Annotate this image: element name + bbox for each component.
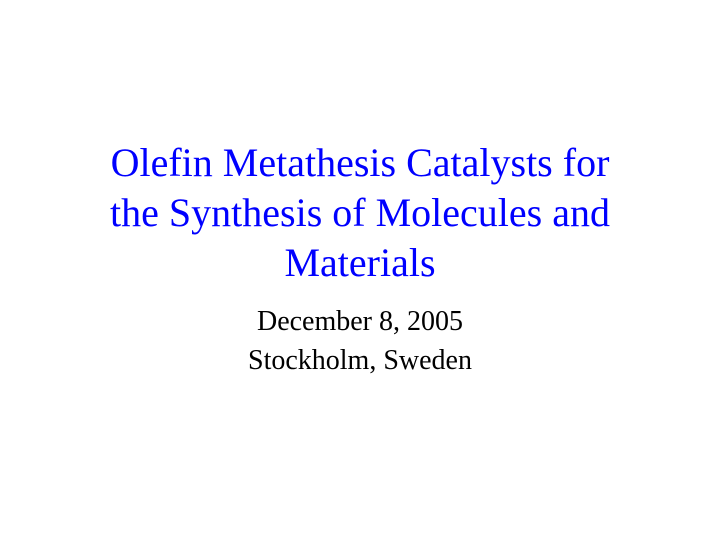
title-line-3: Materials [110,238,610,288]
slide-title: Olefin Metathesis Catalysts for the Synt… [110,138,610,288]
slide-location: Stockholm, Sweden [248,341,472,380]
title-line-2: the Synthesis of Molecules and [110,188,610,238]
title-line-1: Olefin Metathesis Catalysts for [110,138,610,188]
slide-subtitle: December 8, 2005 Stockholm, Sweden [248,302,472,380]
slide-date: December 8, 2005 [248,302,472,341]
